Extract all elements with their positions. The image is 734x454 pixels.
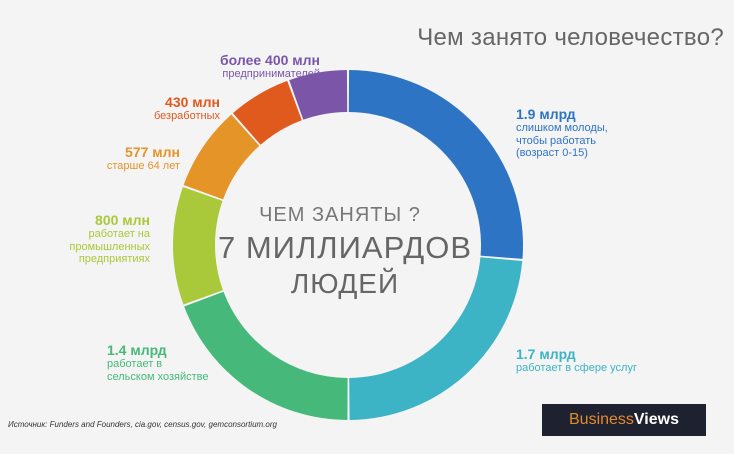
center-text-number: 7 МИЛЛИАРДОВ: [218, 230, 472, 265]
desc-line: промышленных: [69, 240, 150, 253]
value-label: 577 млн: [125, 144, 180, 160]
logo-part-business: Business: [569, 411, 634, 428]
label-services: 1.7 млрд работает в сфере услуг: [516, 346, 637, 375]
donut-slice: [172, 186, 223, 305]
desc-line: сельском хозяйстве: [107, 370, 209, 383]
desc-line: предпринимателей: [222, 68, 320, 81]
businessviews-logo: Business Views: [542, 404, 706, 436]
value-label: более 400 млн: [220, 52, 320, 68]
label-entrepreneurs: более 400 млн предпринимателей: [150, 52, 320, 81]
desc-line: работает на: [88, 228, 150, 241]
label-industry: 800 млн работает на промышленных предпри…: [20, 212, 150, 266]
desc-line: старше 64 лет: [106, 160, 180, 173]
label-unemployed: 430 млн безработных: [100, 94, 220, 123]
desc-line: работает в: [107, 358, 163, 371]
desc-line: слишком молоды,: [516, 122, 608, 135]
desc-line: чтобы работать: [516, 134, 596, 147]
donut-slice: [349, 257, 523, 420]
donut-slice: [348, 70, 523, 259]
label-agriculture: 1.4 млрд работает в сельском хозяйстве: [107, 342, 208, 383]
donut-slice: [184, 291, 348, 420]
donut-slice: [232, 80, 302, 145]
logo-part-views: Views: [633, 411, 679, 428]
value-label: 1.4 млрд: [107, 342, 167, 358]
value-label: 430 млн: [165, 94, 220, 110]
donut-slice: [289, 70, 348, 120]
center-text-question: ЧЕМ ЗАНЯТЫ ?: [259, 204, 421, 226]
center-text-people: ЛЮДЕЙ: [290, 268, 400, 299]
value-label: 1.9 млрд: [516, 106, 576, 122]
label-over-64: 577 млн старше 64 лет: [60, 144, 180, 173]
desc-line: предприятиях: [78, 253, 150, 266]
desc-line: безработных: [153, 110, 220, 123]
desc-line: (возраст 0-15): [516, 147, 588, 160]
value-label: 800 млн: [95, 212, 150, 228]
source-note: Источник: Funders and Founders, cia.gov,…: [8, 420, 277, 429]
label-too-young: 1.9 млрд слишком молоды, чтобы работать …: [516, 106, 608, 160]
desc-line: работает в сфере услуг: [516, 362, 637, 375]
value-label: 1.7 млрд: [516, 346, 576, 362]
page-title: Чем занято человечество?: [417, 24, 724, 51]
donut-slice: [183, 114, 260, 200]
